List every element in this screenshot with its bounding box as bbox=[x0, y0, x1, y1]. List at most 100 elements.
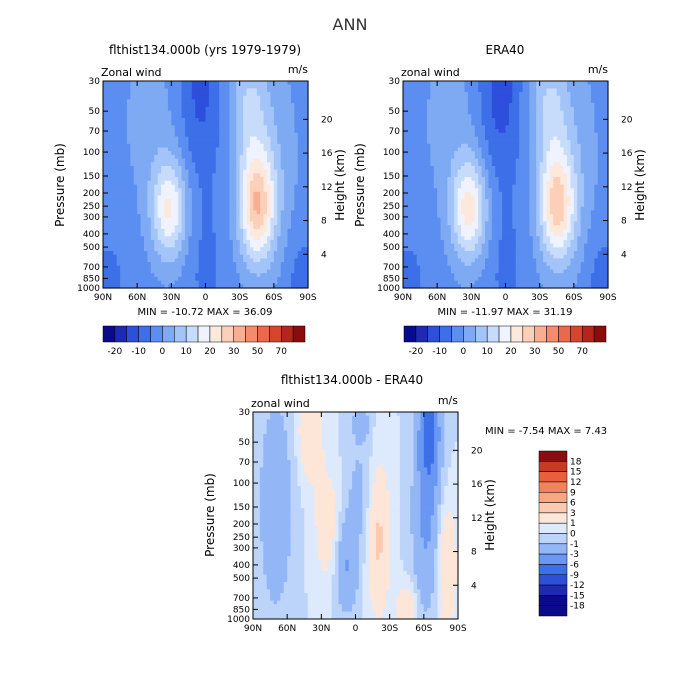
field-cell bbox=[208, 140, 213, 145]
field-cell bbox=[563, 169, 568, 175]
field-cell bbox=[253, 129, 258, 134]
field-cell bbox=[144, 158, 149, 163]
field-cell bbox=[126, 117, 131, 123]
field-cell bbox=[249, 180, 254, 186]
field-cell bbox=[232, 129, 237, 134]
field-cell bbox=[543, 166, 548, 171]
field-cell bbox=[284, 265, 289, 271]
field-cell bbox=[178, 147, 183, 152]
field-cell bbox=[553, 117, 558, 123]
field-cell bbox=[243, 221, 248, 226]
field-cell bbox=[243, 106, 248, 112]
field-cell bbox=[113, 228, 118, 234]
field-cell bbox=[426, 121, 431, 126]
field-cell bbox=[253, 103, 258, 108]
field-cell bbox=[406, 92, 411, 97]
field-cell bbox=[205, 121, 210, 126]
field-cell bbox=[140, 273, 145, 278]
field-cell bbox=[113, 217, 118, 223]
field-cell bbox=[253, 169, 258, 175]
field-cell bbox=[249, 269, 254, 274]
field-cell bbox=[116, 92, 121, 97]
field-cell bbox=[171, 81, 176, 86]
field-cell bbox=[178, 103, 183, 108]
field-cell bbox=[106, 284, 111, 289]
field-cell bbox=[256, 225, 261, 230]
field-cell bbox=[590, 143, 595, 149]
field-cell bbox=[202, 214, 207, 219]
field-cell bbox=[406, 125, 411, 130]
field-cell bbox=[423, 117, 428, 123]
field-cell bbox=[270, 206, 275, 211]
field-cell bbox=[185, 188, 190, 193]
field-cell bbox=[277, 99, 282, 104]
field-cell bbox=[239, 217, 244, 223]
field-cell bbox=[133, 202, 138, 208]
field-cell bbox=[226, 158, 231, 163]
field-cell bbox=[304, 110, 309, 115]
field-cell bbox=[409, 103, 414, 108]
field-cell bbox=[140, 228, 145, 234]
field-cell bbox=[116, 199, 121, 204]
field-cell bbox=[144, 92, 149, 97]
field-cell bbox=[126, 143, 131, 149]
field-cell bbox=[106, 114, 111, 119]
field-cell bbox=[232, 273, 237, 278]
field-cell bbox=[161, 284, 166, 289]
field-cell bbox=[584, 147, 589, 152]
field-cell bbox=[123, 276, 128, 282]
field-cell bbox=[297, 147, 302, 152]
field-cell bbox=[539, 117, 544, 123]
field-cell bbox=[409, 132, 414, 138]
field-cell bbox=[226, 125, 231, 130]
field-cell bbox=[263, 269, 268, 274]
field-cell bbox=[457, 117, 462, 123]
field-cell bbox=[140, 180, 145, 186]
field-cell bbox=[263, 258, 268, 263]
field-cell bbox=[594, 162, 599, 167]
colorbar-box bbox=[280, 325, 294, 343]
field-cell bbox=[174, 247, 179, 252]
field-cell bbox=[144, 154, 149, 160]
field-cell bbox=[157, 106, 162, 112]
field-cell bbox=[277, 103, 282, 108]
field-cell bbox=[277, 195, 282, 200]
field-cell bbox=[161, 210, 166, 215]
field-cell bbox=[256, 228, 261, 234]
field-cell bbox=[488, 151, 493, 156]
field-cell bbox=[512, 169, 517, 175]
field-cell bbox=[191, 84, 196, 89]
field-cell bbox=[144, 151, 149, 156]
field-cell bbox=[120, 206, 125, 211]
field-cell bbox=[450, 103, 455, 108]
field-cell bbox=[133, 225, 138, 230]
field-cell bbox=[526, 151, 531, 156]
field-cell bbox=[485, 147, 490, 152]
field-cell bbox=[512, 173, 517, 178]
field-cell bbox=[543, 162, 548, 167]
field-cell bbox=[144, 210, 149, 215]
field-cell bbox=[178, 92, 183, 97]
field-cell bbox=[290, 262, 295, 267]
field-cell bbox=[109, 243, 114, 248]
field-cell bbox=[140, 199, 145, 204]
field-cell bbox=[556, 95, 561, 101]
field-cell bbox=[195, 225, 200, 230]
field-cell bbox=[287, 158, 292, 163]
field-cell bbox=[532, 110, 537, 115]
field-cell bbox=[601, 99, 606, 104]
field-cell bbox=[246, 258, 251, 263]
field-cell bbox=[191, 180, 196, 186]
field-cell bbox=[481, 117, 486, 123]
field-cell bbox=[243, 88, 248, 93]
field-cell bbox=[150, 110, 155, 115]
field-cell bbox=[130, 103, 135, 108]
field-cell bbox=[198, 214, 203, 219]
field-cell bbox=[263, 180, 268, 186]
field-cell bbox=[290, 280, 295, 285]
field-cell bbox=[256, 117, 261, 123]
panel-model-corner-left: Zonal wind bbox=[101, 66, 162, 79]
field-cell bbox=[594, 106, 599, 112]
field-cell bbox=[590, 136, 595, 141]
colorbar-box bbox=[257, 325, 270, 343]
